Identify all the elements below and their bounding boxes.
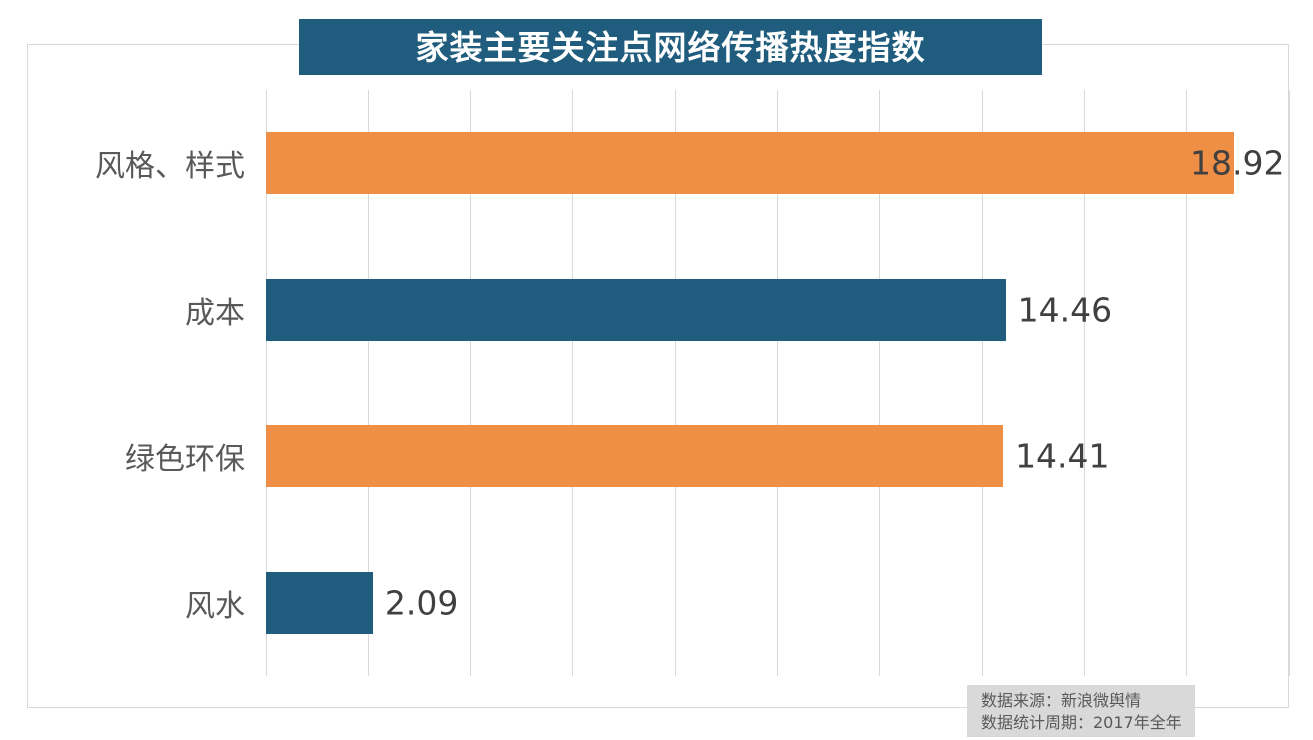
bar-fengshui [266,571,373,634]
bar-row: 绿色环保 14.41 [125,383,1289,530]
chart-title-banner: 家装主要关注点网络传播热度指数 [299,19,1042,75]
gridline [367,90,369,676]
source-note: 数据来源：新浪微舆情 数据统计周期：2017年全年 [967,685,1195,737]
gridline [879,90,881,676]
bar-eco [266,425,1004,488]
chart-title: 家装主要关注点网络传播热度指数 [415,27,926,67]
gridline [265,90,267,676]
bar-row: 风格、样式 18.92 [95,90,1289,237]
bar-row: 风水 2.09 [185,530,1289,677]
gridline [981,90,983,676]
gridline [470,90,472,676]
bar-row: 成本 14.46 [185,237,1289,384]
bar-style [266,132,1234,195]
source-note-line2: 数据统计周期：2017年全年 [981,713,1182,732]
gridline [674,90,676,676]
gridline [1288,90,1290,676]
value-label-cost: 14.46 [1017,290,1113,330]
bar-cost [266,278,1006,341]
value-label-style: 18.92 [1190,143,1285,183]
gridline [1186,90,1188,676]
category-label-cost: 成本 [185,295,245,331]
category-label-fengshui: 风水 [185,588,245,624]
category-label-eco: 绿色环保 [125,442,245,478]
gridline [1083,90,1085,676]
gridline [777,90,778,676]
plot-area: 风格、样式 18.92 成本 14.46 绿色环保 14.41 风水 2.09 [95,90,1290,677]
source-note-line1: 数据来源：新浪微舆情 [981,691,1142,710]
gridline [572,90,574,676]
category-label-style: 风格、样式 [95,149,245,185]
value-label-eco: 14.41 [1015,436,1110,476]
value-label-fengshui: 2.09 [384,583,459,623]
